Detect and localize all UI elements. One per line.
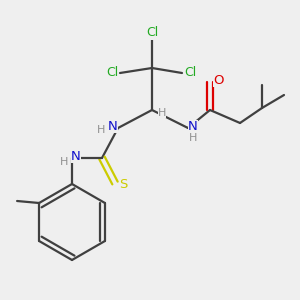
- Text: H: H: [97, 125, 105, 135]
- Text: H: H: [60, 157, 68, 167]
- Text: N: N: [71, 149, 81, 163]
- Text: O: O: [213, 74, 223, 86]
- Text: Cl: Cl: [146, 26, 158, 40]
- Text: H: H: [189, 133, 197, 143]
- Text: N: N: [188, 119, 198, 133]
- Text: H: H: [158, 108, 166, 118]
- Text: Cl: Cl: [184, 67, 196, 80]
- Text: S: S: [119, 178, 127, 191]
- Text: Cl: Cl: [106, 67, 118, 80]
- Text: N: N: [108, 119, 118, 133]
